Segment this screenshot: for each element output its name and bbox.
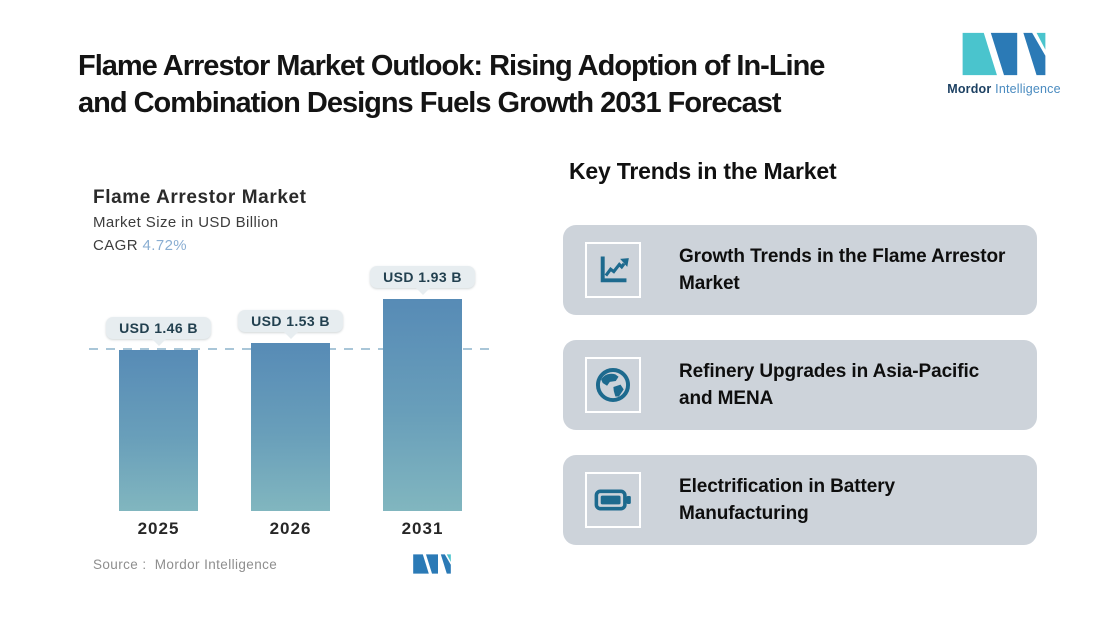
battery-icon bbox=[594, 489, 631, 511]
bar-group-2025: USD 1.46 B 2025 bbox=[106, 317, 211, 543]
bar-2026 bbox=[251, 343, 330, 511]
globe-icon bbox=[595, 367, 631, 403]
brand-logo: Mordor Intelligence bbox=[943, 30, 1065, 96]
x-axis-label: 2026 bbox=[269, 519, 312, 538]
line-chart-icon bbox=[600, 256, 629, 283]
trend-card-growth: Growth Trends in the Flame Arrestor Mark… bbox=[563, 225, 1037, 315]
trend-card-refinery: Refinery Upgrades in Asia-Pacific and ME… bbox=[563, 340, 1037, 430]
chart-subtitle: Market Size in USD Billion bbox=[93, 214, 279, 231]
cagr-label: CAGR bbox=[93, 237, 138, 254]
key-trends-panel: Key Trends in the Market Growth Trends i… bbox=[563, 158, 1037, 570]
cagr-value: 4.72% bbox=[142, 237, 188, 254]
trends-heading: Key Trends in the Market bbox=[569, 158, 837, 184]
market-size-chart: Flame Arrestor Market Market Size in USD… bbox=[89, 186, 490, 575]
bar-value-label: USD 1.46 B bbox=[106, 317, 211, 339]
x-axis-label: 2025 bbox=[137, 519, 180, 538]
chart-cagr: CAGR 4.72% bbox=[93, 235, 490, 256]
chart-title: Flame Arrestor Market bbox=[93, 187, 307, 208]
page-title-line-2: and Combination Designs Fuels Growth 203… bbox=[78, 87, 782, 119]
chart-footer: Source : Mordor Intelligence bbox=[93, 553, 490, 575]
trend-card-text: Electrification in Battery Manufacturing bbox=[679, 476, 895, 524]
page-title-line-1: Flame Arrestor Market Outlook: Rising Ad… bbox=[78, 50, 825, 82]
bar-2025 bbox=[119, 350, 198, 511]
x-axis-label: 2031 bbox=[401, 519, 444, 538]
trend-card-electrification: Electrification in Battery Manufacturing bbox=[563, 455, 1037, 545]
mordor-intelligence-mini-logo-icon bbox=[413, 554, 451, 574]
source-note: Source : Mordor Intelligence bbox=[93, 556, 278, 572]
page-title: Flame Arrestor Market Outlook: Rising Ad… bbox=[78, 48, 908, 122]
icon-box bbox=[585, 472, 641, 528]
trend-card-text: Growth Trends in the Flame Arrestor Mark… bbox=[679, 246, 1006, 294]
icon-box bbox=[585, 242, 641, 298]
bar-2031 bbox=[383, 299, 462, 511]
bar-value-label: USD 1.53 B bbox=[238, 310, 343, 332]
mordor-intelligence-logo-icon bbox=[962, 32, 1046, 76]
trend-card-text: Refinery Upgrades in Asia-Pacific and ME… bbox=[679, 361, 980, 409]
bar-plot-area: USD 1.46 B 2025 USD 1.53 B 2026 USD 1.93… bbox=[89, 261, 490, 543]
bar-group-2031: USD 1.93 B 2031 bbox=[370, 266, 475, 543]
bar-value-label: USD 1.93 B bbox=[370, 266, 475, 288]
icon-box bbox=[585, 357, 641, 413]
bar-group-2026: USD 1.53 B 2026 bbox=[238, 310, 343, 543]
brand-wordmark: Mordor Intelligence bbox=[947, 82, 1061, 96]
